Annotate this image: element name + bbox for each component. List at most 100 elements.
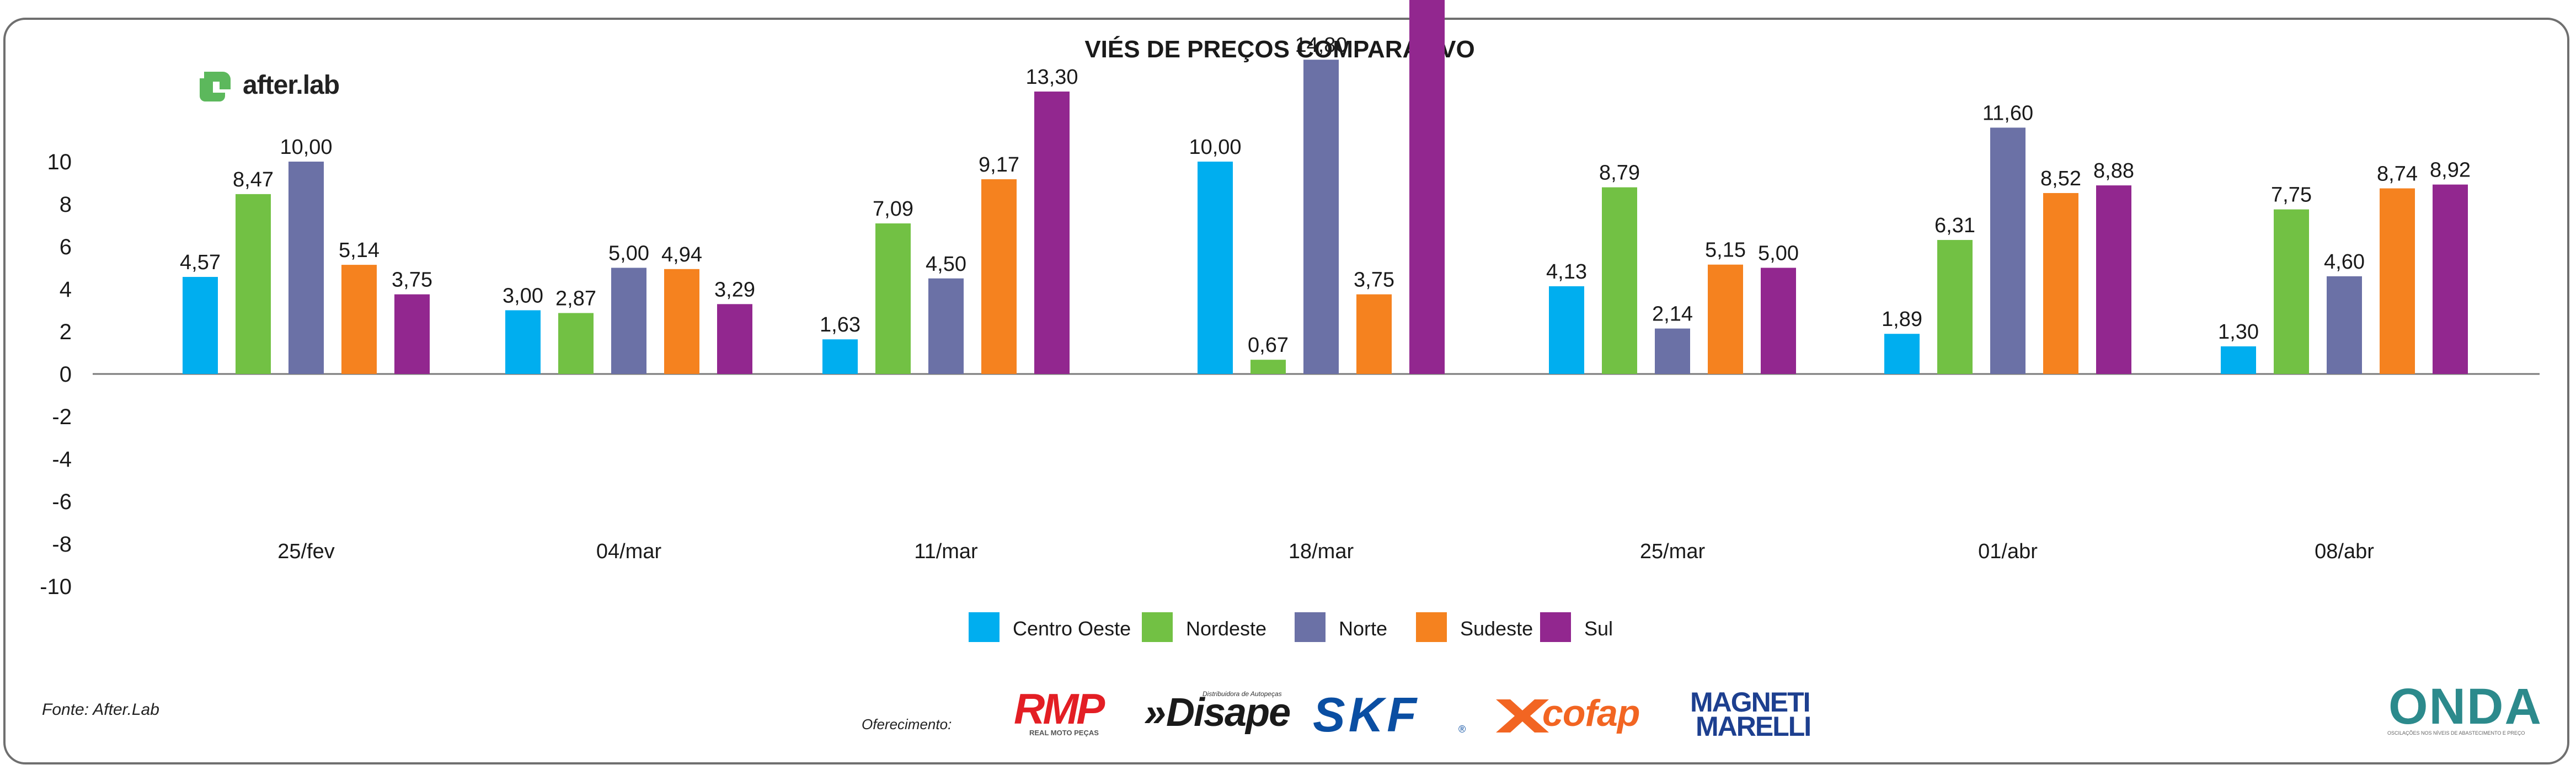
bar-value-label: 5,00 bbox=[608, 242, 649, 265]
marelli-logo-text: MARELLI bbox=[1696, 711, 1810, 742]
legend-swatch-nordeste bbox=[1142, 612, 1173, 642]
category-label: 25/mar bbox=[1640, 540, 1706, 563]
bar-value-label: 3,00 bbox=[503, 285, 543, 308]
y-tick-label: 2 bbox=[60, 320, 72, 344]
bar-nordeste-4 bbox=[1602, 187, 1637, 374]
bar-value-label: 0,67 bbox=[1248, 334, 1289, 357]
disape-logo-text: Disape bbox=[1166, 691, 1290, 735]
bar-labels-group: 4,57 8,47 10,00 5,14 3,75 3,00 2,87 5,00 4,94 3,2… bbox=[180, 34, 2471, 357]
bar-value-label: 10,00 bbox=[280, 136, 332, 159]
bar-sudeste-4 bbox=[1708, 264, 1743, 374]
bar-sul-0 bbox=[394, 294, 430, 374]
rmp-logo-text: RMP bbox=[1014, 685, 1105, 733]
bar-centro-oeste-0 bbox=[183, 277, 218, 374]
y-tick-label: 6 bbox=[60, 235, 72, 259]
y-tick-label: 10 bbox=[47, 150, 72, 174]
bar-centro-oeste-5 bbox=[1884, 334, 1920, 374]
bar-value-label: 9,17 bbox=[979, 153, 1019, 177]
bar-value-label: 8,52 bbox=[2040, 167, 2081, 190]
bar-norte-6 bbox=[2327, 276, 2362, 374]
bar-value-label: 7,09 bbox=[873, 197, 913, 221]
skf-logo: SKF ® bbox=[1313, 687, 1466, 742]
y-axis-ticks: 10 8 6 4 2 0 -2 -4 -6 -8 -10 bbox=[40, 150, 72, 599]
bar-centro-oeste-3 bbox=[1198, 162, 1233, 374]
afterlab-logo-text: after.lab bbox=[243, 71, 339, 100]
category-label: 18/mar bbox=[1289, 540, 1354, 563]
bar-sudeste-0 bbox=[341, 265, 377, 374]
afterlab-logo-mark-top bbox=[204, 72, 231, 89]
bar-value-label: 3,75 bbox=[1354, 269, 1394, 292]
bar-sul-5 bbox=[2096, 185, 2131, 374]
bar-value-label: 11,60 bbox=[1982, 101, 2033, 125]
bar-value-label: 6,31 bbox=[1934, 214, 1975, 237]
category-label: 04/mar bbox=[596, 540, 662, 563]
legend-swatch-centro-oeste bbox=[969, 612, 1000, 642]
bar-nordeste-2 bbox=[875, 223, 911, 374]
bar-value-label: 8,47 bbox=[233, 168, 274, 191]
bar-norte-3 bbox=[1303, 60, 1339, 374]
bar-value-label: 8,79 bbox=[1599, 162, 1640, 185]
afterlab-logo-mark-bottom bbox=[200, 78, 225, 101]
bar-centro-oeste-6 bbox=[2221, 346, 2256, 374]
bar-nordeste-5 bbox=[1937, 240, 1973, 374]
category-label: 08/abr bbox=[2315, 540, 2374, 563]
bar-value-label: 2,87 bbox=[555, 287, 596, 311]
bar-sudeste-5 bbox=[2043, 192, 2078, 374]
disape-logo-subtitle: Distribuidora de Autopeças bbox=[1203, 690, 1282, 698]
legend-label: Centro Oeste bbox=[1013, 617, 1131, 640]
bar-sul-2 bbox=[1034, 91, 1070, 374]
bar-sul-6 bbox=[2433, 184, 2468, 374]
bar-value-label: 3,29 bbox=[714, 278, 755, 301]
category-label: 11/mar bbox=[914, 540, 978, 563]
skf-logo-text: SKF bbox=[1313, 687, 1420, 742]
magneti-marelli-logo: MAGNETI MARELLI bbox=[1690, 687, 1811, 742]
bar-value-label: 14,80 bbox=[1295, 34, 1347, 57]
bar-sudeste-3 bbox=[1356, 294, 1392, 374]
y-tick-label: 4 bbox=[60, 277, 72, 302]
bar-value-label: 2,14 bbox=[1652, 303, 1693, 326]
category-label: 01/abr bbox=[1978, 540, 2038, 563]
bar-sudeste-1 bbox=[664, 269, 699, 374]
bar-value-label: 7,75 bbox=[2271, 184, 2312, 207]
category-labels: 25/fev 04/mar 11/mar 18/mar 25/mar 01/abr 08/a… bbox=[277, 540, 2374, 563]
cofap-logo: cofap bbox=[1496, 692, 1640, 734]
bar-value-label: 1,30 bbox=[2218, 320, 2259, 344]
cofap-logo-text: cofap bbox=[1542, 692, 1639, 734]
bar-value-label: 13,30 bbox=[1025, 66, 1078, 89]
bar-sul-1 bbox=[717, 304, 752, 374]
afterlab-logo: after.lab bbox=[200, 71, 340, 101]
bar-value-label: 5,15 bbox=[1705, 239, 1746, 262]
bar-nordeste-0 bbox=[236, 194, 271, 374]
y-tick-label: -2 bbox=[52, 405, 72, 429]
bar-norte-2 bbox=[928, 278, 964, 374]
bar-norte-5 bbox=[1990, 127, 2025, 374]
bar-value-label: 1,63 bbox=[820, 313, 861, 336]
bar-value-label: 4,50 bbox=[926, 253, 966, 276]
category-label: 25/fev bbox=[277, 540, 335, 563]
legend-swatch-norte bbox=[1295, 612, 1326, 642]
bar-nordeste-3 bbox=[1250, 360, 1286, 374]
bar-value-label: 4,57 bbox=[180, 251, 221, 274]
bar-value-label: 3,75 bbox=[392, 269, 432, 292]
bar-value-label: 4,13 bbox=[1546, 260, 1587, 284]
onda-logo-text: ONDA bbox=[2388, 678, 2542, 735]
bar-norte-1 bbox=[611, 268, 646, 374]
cofap-logo-mark bbox=[1496, 699, 1549, 732]
bar-value-label: 8,74 bbox=[2377, 163, 2418, 186]
bar-value-label: 1,89 bbox=[1882, 308, 1922, 331]
bar-norte-4 bbox=[1655, 328, 1690, 374]
legend-label: Sul bbox=[1584, 617, 1613, 640]
legend-swatch-sudeste bbox=[1416, 612, 1447, 642]
bar-sudeste-2 bbox=[981, 179, 1017, 374]
bar-value-label: 8,92 bbox=[2430, 159, 2471, 182]
svg-text:»: » bbox=[1144, 691, 1165, 735]
bar-sudeste-6 bbox=[2380, 188, 2415, 374]
y-tick-label: -10 bbox=[40, 575, 72, 599]
legend-swatch-sul bbox=[1540, 612, 1571, 642]
bar-nordeste-1 bbox=[558, 313, 594, 374]
legend-label: Sudeste bbox=[1460, 617, 1533, 640]
y-tick-label: 8 bbox=[60, 192, 72, 217]
bar-value-label: 5,14 bbox=[339, 239, 380, 262]
legend: Centro Oeste Nordeste Norte Sudeste Sul bbox=[969, 612, 1613, 642]
